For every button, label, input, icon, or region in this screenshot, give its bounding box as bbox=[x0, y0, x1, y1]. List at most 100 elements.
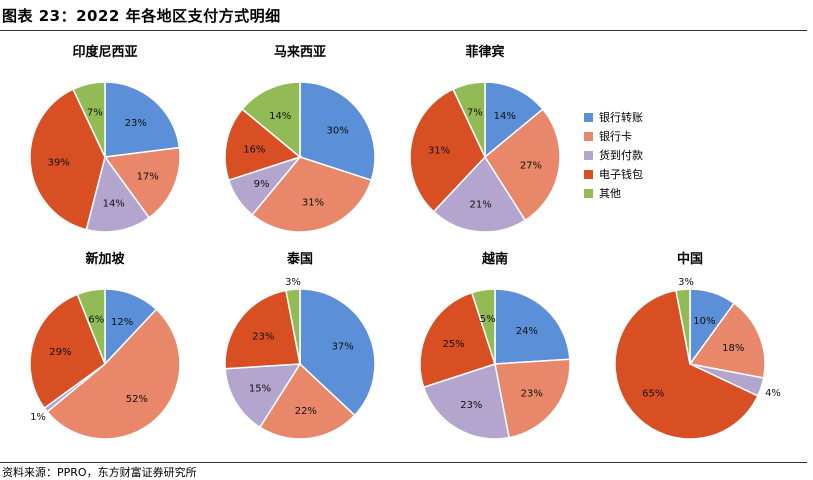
data-label-other: 7% bbox=[467, 108, 483, 119]
pie-slice-cash-on-delivery bbox=[422, 363, 510, 440]
data-label-cash-on-delivery: 21% bbox=[470, 199, 492, 210]
data-label-other: 3% bbox=[678, 277, 694, 288]
legend-swatch-other bbox=[584, 188, 593, 198]
data-label-bank-transfer: 30% bbox=[327, 126, 349, 137]
legend-swatch-bank-card bbox=[584, 131, 593, 141]
pie-slice-e-wallet bbox=[224, 289, 301, 370]
legend-label-cash-on-delivery: 货到付款 bbox=[599, 149, 643, 162]
legend-label-bank-card: 银行卡 bbox=[599, 130, 632, 143]
pie-title: 新加坡 bbox=[85, 251, 125, 267]
pie-slice-other bbox=[452, 81, 486, 158]
figure-title: 图表 23：2022 年各地区支付方式明细 bbox=[2, 7, 281, 25]
data-label-bank-transfer: 24% bbox=[516, 326, 538, 337]
pie-slice-e-wallet bbox=[29, 88, 106, 231]
pie-title: 中国 bbox=[677, 251, 703, 267]
pie-slice-e-wallet bbox=[29, 293, 106, 410]
data-label-other: 3% bbox=[285, 277, 301, 288]
legend-label-bank-transfer: 银行转账 bbox=[599, 111, 643, 124]
pie-chart-4: 新加坡 12% 52% 1% 29% 6% bbox=[29, 251, 181, 440]
pie-slice-other bbox=[241, 81, 301, 159]
data-label-bank-card: 23% bbox=[521, 389, 543, 400]
source-note: 资料来源：PPRO，东方财富证券研究所 bbox=[2, 466, 197, 479]
pie-chart-2: 马来西亚 30% 31% 9% 16% 14% bbox=[224, 44, 376, 233]
pie-slice-bank-card bbox=[46, 308, 181, 440]
pie-slice-bank-transfer bbox=[299, 288, 376, 417]
legend-label-e-wallet: 电子钱包 bbox=[599, 168, 643, 181]
pie-slice-bank-transfer bbox=[299, 81, 376, 182]
pie-chart-7: 中国 10% 18% 4% 65% 3% bbox=[614, 251, 781, 440]
pie-slice-e-wallet bbox=[419, 291, 496, 389]
pie-title: 越南 bbox=[481, 251, 508, 267]
pie-slice-cash-on-delivery bbox=[85, 155, 151, 233]
pie-slice-bank-transfer bbox=[494, 288, 571, 365]
pie-chart-3: 菲律宾 14% 27% 21% 31% 7% bbox=[409, 44, 561, 233]
pie-slice-bank-transfer bbox=[484, 81, 544, 159]
pie-chart-1: 印度尼西亚 23% 17% 14% 39% 7% bbox=[29, 44, 181, 233]
pie-slice-bank-card bbox=[103, 146, 181, 219]
legend-item-bank-transfer: 银行转账 bbox=[584, 108, 643, 126]
pie-slice-other bbox=[72, 81, 106, 158]
data-label-bank-card: 27% bbox=[520, 160, 542, 171]
legend-item-e-wallet: 电子钱包 bbox=[584, 165, 643, 183]
pie-slice-cash-on-delivery bbox=[224, 363, 302, 429]
top-rule bbox=[0, 30, 807, 31]
data-label-cash-on-delivery: 1% bbox=[30, 412, 46, 423]
data-label-bank-transfer: 23% bbox=[125, 118, 147, 129]
legend-label-other: 其他 bbox=[599, 187, 621, 200]
pie-title: 泰国 bbox=[286, 251, 313, 267]
pie-slice-other bbox=[470, 288, 496, 365]
pie-slice-e-wallet bbox=[614, 289, 759, 440]
data-label-other: 14% bbox=[269, 111, 291, 122]
data-label-bank-transfer: 14% bbox=[494, 111, 516, 122]
legend: 银行转账 银行卡 货到付款 电子钱包 其他 bbox=[584, 108, 643, 203]
data-label-bank-card: 18% bbox=[722, 343, 744, 354]
data-label-cash-on-delivery: 4% bbox=[765, 388, 781, 399]
data-label-e-wallet: 23% bbox=[252, 332, 274, 343]
pie-slice-e-wallet bbox=[409, 88, 486, 213]
pie-slice-other bbox=[285, 288, 301, 365]
data-label-e-wallet: 31% bbox=[428, 146, 450, 157]
pie-chart-5: 泰国 37% 22% 15% 23% 3% bbox=[224, 251, 376, 440]
data-label-bank-transfer: 12% bbox=[111, 317, 133, 328]
pie-chart-6: 越南 24% 23% 23% 25% 5% bbox=[419, 251, 571, 440]
pie-slice-bank-transfer bbox=[104, 81, 181, 158]
data-label-other: 7% bbox=[87, 108, 103, 119]
legend-swatch-bank-transfer bbox=[584, 112, 593, 122]
data-label-bank-card: 17% bbox=[137, 171, 159, 182]
legend-swatch-e-wallet bbox=[584, 169, 593, 179]
data-label-e-wallet: 25% bbox=[442, 339, 464, 350]
pie-slice-bank-card bbox=[494, 358, 571, 439]
data-label-e-wallet: 39% bbox=[48, 157, 70, 168]
pie-slice-bank-card bbox=[484, 108, 561, 222]
pie-slice-bank-card bbox=[258, 362, 356, 440]
data-label-cash-on-delivery: 15% bbox=[249, 384, 271, 395]
data-label-bank-transfer: 37% bbox=[332, 342, 354, 353]
pie-slice-cash-on-delivery bbox=[432, 155, 527, 233]
pie-title: 菲律宾 bbox=[465, 44, 504, 60]
data-label-e-wallet: 65% bbox=[642, 389, 664, 400]
pie-slice-other bbox=[76, 288, 106, 365]
pie-slice-bank-card bbox=[688, 302, 766, 379]
legend-item-bank-card: 银行卡 bbox=[584, 127, 643, 145]
data-label-bank-card: 52% bbox=[126, 394, 148, 405]
bottom-rule bbox=[0, 462, 807, 463]
pie-slice-other bbox=[675, 288, 691, 365]
legend-item-cash-on-delivery: 货到付款 bbox=[584, 146, 643, 164]
data-label-other: 5% bbox=[480, 314, 496, 325]
pie-title: 印度尼西亚 bbox=[72, 44, 137, 60]
data-label-cash-on-delivery: 23% bbox=[460, 400, 482, 411]
legend-swatch-cash-on-delivery bbox=[584, 150, 593, 160]
data-label-cash-on-delivery: 14% bbox=[103, 199, 125, 210]
pie-slice-bank-card bbox=[251, 156, 373, 233]
data-label-bank-card: 22% bbox=[295, 406, 317, 417]
data-label-other: 6% bbox=[88, 314, 104, 325]
pie-slice-e-wallet bbox=[224, 108, 302, 182]
legend-item-other: 其他 bbox=[584, 184, 643, 202]
data-label-e-wallet: 16% bbox=[243, 144, 265, 155]
pie-title: 马来西亚 bbox=[274, 44, 326, 60]
data-label-e-wallet: 29% bbox=[49, 347, 71, 358]
data-label-bank-transfer: 10% bbox=[693, 316, 715, 327]
data-label-cash-on-delivery: 9% bbox=[254, 179, 270, 190]
data-label-bank-card: 31% bbox=[302, 198, 324, 209]
